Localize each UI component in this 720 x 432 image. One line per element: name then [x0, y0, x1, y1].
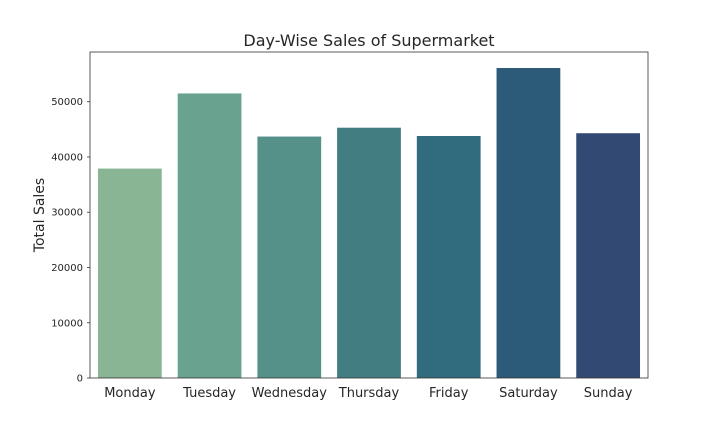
x-tick-label-saturday: Saturday: [499, 386, 558, 401]
bar-wednesday: [257, 136, 322, 378]
x-ticks-group: Monday Tuesday Wednesday Thursday Friday Satu…: [104, 386, 633, 401]
y-tick-label: 20000: [51, 263, 83, 274]
bars-group: [97, 68, 641, 379]
y-tick-label: 10000: [51, 318, 83, 329]
bar-friday: [416, 135, 481, 378]
x-tick-label-tuesday: Tuesday: [182, 386, 236, 401]
x-tick-label-monday: Monday: [104, 386, 156, 401]
y-tick-label: 50000: [51, 97, 83, 108]
y-tick-label: 30000: [51, 208, 83, 219]
y-tick-label: 0: [77, 374, 83, 385]
plot-frame: [89, 51, 649, 379]
y-ticks-group: 0 10000 20000 30000 40000 50000: [51, 97, 90, 385]
bar-monday: [97, 168, 162, 378]
bar-tuesday: [177, 93, 242, 378]
bar-sunday: [576, 133, 641, 378]
chart-title: Day-Wise Sales of Supermarket: [243, 31, 494, 50]
x-tick-label-wednesday: Wednesday: [252, 386, 328, 401]
y-axis-label: Total Sales: [32, 178, 48, 253]
x-tick-label-sunday: Sunday: [584, 386, 633, 401]
x-tick-label-friday: Friday: [429, 386, 469, 401]
x-tick-label-thursday: Thursday: [338, 386, 400, 401]
bar-thursday: [337, 127, 401, 378]
y-tick-label: 40000: [51, 152, 83, 163]
bar-saturday: [496, 68, 561, 379]
